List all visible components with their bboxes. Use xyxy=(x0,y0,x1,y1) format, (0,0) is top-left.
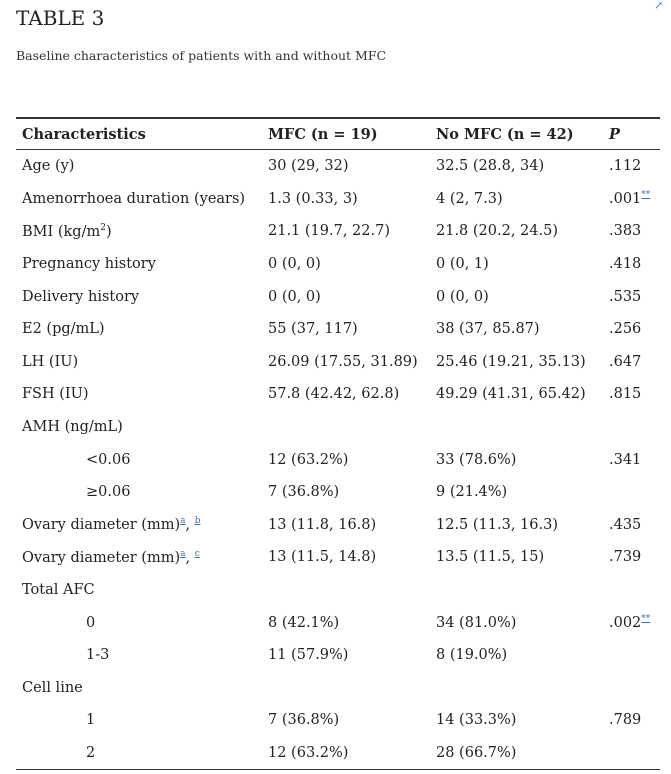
row-label: Ovary diameter (mm)a, c xyxy=(22,549,200,566)
cell-mfc: 8 (42.1%) xyxy=(268,614,340,631)
table-row: Age (y) 30 (29, 32) 32.5 (28.8, 34) .112 xyxy=(16,150,660,183)
header-no-mfc: No MFC (n = 42) xyxy=(436,125,574,143)
cell-p: .435 xyxy=(609,516,642,533)
cell-mfc: 11 (57.9%) xyxy=(268,647,349,664)
table-row: Delivery history 0 (0, 0) 0 (0, 0) .535 xyxy=(16,280,660,313)
cell-no-mfc: 9 (21.4%) xyxy=(436,484,508,501)
cell-p: .739 xyxy=(609,549,642,566)
cell-mfc: 30 (29, 32) xyxy=(268,158,349,175)
row-label: Cell line xyxy=(22,679,83,696)
cell-no-mfc: 8 (19.0%) xyxy=(436,647,508,664)
cell-p: .001** xyxy=(609,190,651,208)
row-label: AMH (ng/mL) xyxy=(22,419,123,436)
cell-mfc: 7 (36.8%) xyxy=(268,712,340,729)
cell-p: .002** xyxy=(609,614,651,632)
cell-mfc: 12 (63.2%) xyxy=(268,451,349,468)
cell-mfc: 57.8 (42.42, 62.8) xyxy=(268,386,400,403)
header-row: Characteristics MFC (n = 19) No MFC (n =… xyxy=(16,118,660,150)
row-label: E2 (pg/mL) xyxy=(22,321,105,338)
cell-p: .535 xyxy=(609,288,642,305)
table-row: BMI (kg/m2) 21.1 (19.7, 22.7) 21.8 (20.2… xyxy=(16,215,660,248)
cell-no-mfc: 14 (33.3%) xyxy=(436,712,517,729)
cell-mfc: 13 (11.8, 16.8) xyxy=(268,516,377,533)
footnote-link[interactable]: a xyxy=(180,549,186,559)
cell-p: .418 xyxy=(609,256,642,273)
row-label: LH (IU) xyxy=(22,353,79,370)
cell-no-mfc: 0 (0, 1) xyxy=(436,256,489,273)
table-row: <0.06 12 (63.2%) 33 (78.6%) .341 xyxy=(16,443,660,476)
row-label: Ovary diameter (mm)a, b xyxy=(22,516,201,534)
cell-p: .789 xyxy=(609,712,642,729)
row-label: FSH (IU) xyxy=(22,386,89,403)
row-label: Age (y) xyxy=(22,158,75,175)
cell-p: .647 xyxy=(609,353,642,370)
table-row: LH (IU) 26.09 (17.55, 31.89) 25.46 (19.2… xyxy=(16,346,660,379)
cell-p: .815 xyxy=(609,386,642,403)
table-row: E2 (pg/mL) 55 (37, 117) 38 (37, 85.87) .… xyxy=(16,313,660,346)
cell-mfc: 0 (0, 0) xyxy=(268,288,321,305)
row-label: 1-3 xyxy=(86,647,110,664)
cell-no-mfc: 38 (37, 85.87) xyxy=(436,321,540,338)
table-title: TABLE 3 xyxy=(16,6,105,30)
row-label: 0 xyxy=(86,614,96,631)
row-label: Total AFC xyxy=(22,582,95,599)
table-row: Ovary diameter (mm)a, c 13 (11.5, 14.8) … xyxy=(16,541,660,574)
baseline-table: Characteristics MFC (n = 19) No MFC (n =… xyxy=(16,117,660,770)
expand-icon[interactable]: ↗ xyxy=(654,0,664,12)
cell-mfc: 1.3 (0.33, 3) xyxy=(268,190,358,207)
row-label: Pregnancy history xyxy=(22,256,156,273)
cell-no-mfc: 21.8 (20.2, 24.5) xyxy=(436,223,558,240)
cell-no-mfc: 34 (81.0%) xyxy=(436,614,517,631)
table-row: Ovary diameter (mm)a, b 13 (11.8, 16.8) … xyxy=(16,509,660,542)
footnote-link[interactable]: c xyxy=(194,549,200,559)
table-row: Total AFC xyxy=(16,574,660,607)
cell-mfc: 13 (11.5, 14.8) xyxy=(268,549,377,566)
cell-p: .256 xyxy=(609,321,642,338)
row-label: 2 xyxy=(86,744,96,761)
table-row: 0 8 (42.1%) 34 (81.0%) .002** xyxy=(16,606,660,639)
table-row: ≥0.06 7 (36.8%) 9 (21.4%) xyxy=(16,476,660,509)
table-row: FSH (IU) 57.8 (42.42, 62.8) 49.29 (41.31… xyxy=(16,378,660,411)
cell-mfc: 21.1 (19.7, 22.7) xyxy=(268,223,390,240)
row-label: <0.06 xyxy=(86,451,131,468)
table-row: 2 12 (63.2%) 28 (66.7%) xyxy=(16,737,660,770)
cell-no-mfc: 28 (66.7%) xyxy=(436,744,517,761)
cell-p: .112 xyxy=(609,158,642,175)
header-characteristics: Characteristics xyxy=(22,125,146,143)
cell-no-mfc: 0 (0, 0) xyxy=(436,288,489,305)
table-row: 1 7 (36.8%) 14 (33.3%) .789 xyxy=(16,704,660,737)
cell-no-mfc: 25.46 (19.21, 35.13) xyxy=(436,353,586,370)
table-row: AMH (ng/mL) xyxy=(16,411,660,444)
footnote-link[interactable]: a xyxy=(180,516,186,527)
cell-no-mfc: 32.5 (28.8, 34) xyxy=(436,158,545,175)
table-row: Pregnancy history 0 (0, 0) 0 (0, 1) .418 xyxy=(16,248,660,281)
table-row: 1-3 11 (57.9%) 8 (19.0%) xyxy=(16,639,660,672)
header-p: P xyxy=(609,125,620,143)
cell-no-mfc: 13.5 (11.5, 15) xyxy=(436,549,545,566)
row-label: 1 xyxy=(86,712,96,729)
cell-mfc: 12 (63.2%) xyxy=(268,744,349,761)
row-label: BMI (kg/m2) xyxy=(22,223,112,240)
cell-no-mfc: 4 (2, 7.3) xyxy=(436,190,503,207)
header-mfc: MFC (n = 19) xyxy=(268,125,378,143)
cell-p: .341 xyxy=(609,451,642,468)
footnote-link[interactable]: ** xyxy=(641,614,651,625)
cell-no-mfc: 33 (78.6%) xyxy=(436,451,517,468)
footnote-link[interactable]: b xyxy=(194,516,201,527)
table-row: Amenorrhoea duration (years) 1.3 (0.33, … xyxy=(16,183,660,216)
row-label: Delivery history xyxy=(22,288,140,305)
cell-no-mfc: 12.5 (11.3, 16.3) xyxy=(436,516,558,533)
footnote-link[interactable]: ** xyxy=(641,190,651,201)
cell-no-mfc: 49.29 (41.31, 65.42) xyxy=(436,386,586,403)
cell-mfc: 26.09 (17.55, 31.89) xyxy=(268,353,418,370)
cell-mfc: 55 (37, 117) xyxy=(268,321,358,338)
cell-mfc: 0 (0, 0) xyxy=(268,256,321,273)
row-label: ≥0.06 xyxy=(86,484,131,501)
table-row: Cell line xyxy=(16,672,660,705)
row-label: Amenorrhoea duration (years) xyxy=(22,190,246,207)
cell-mfc: 7 (36.8%) xyxy=(268,484,340,501)
cell-p: .383 xyxy=(609,223,642,240)
table-caption: Baseline characteristics of patients wit… xyxy=(16,48,387,63)
